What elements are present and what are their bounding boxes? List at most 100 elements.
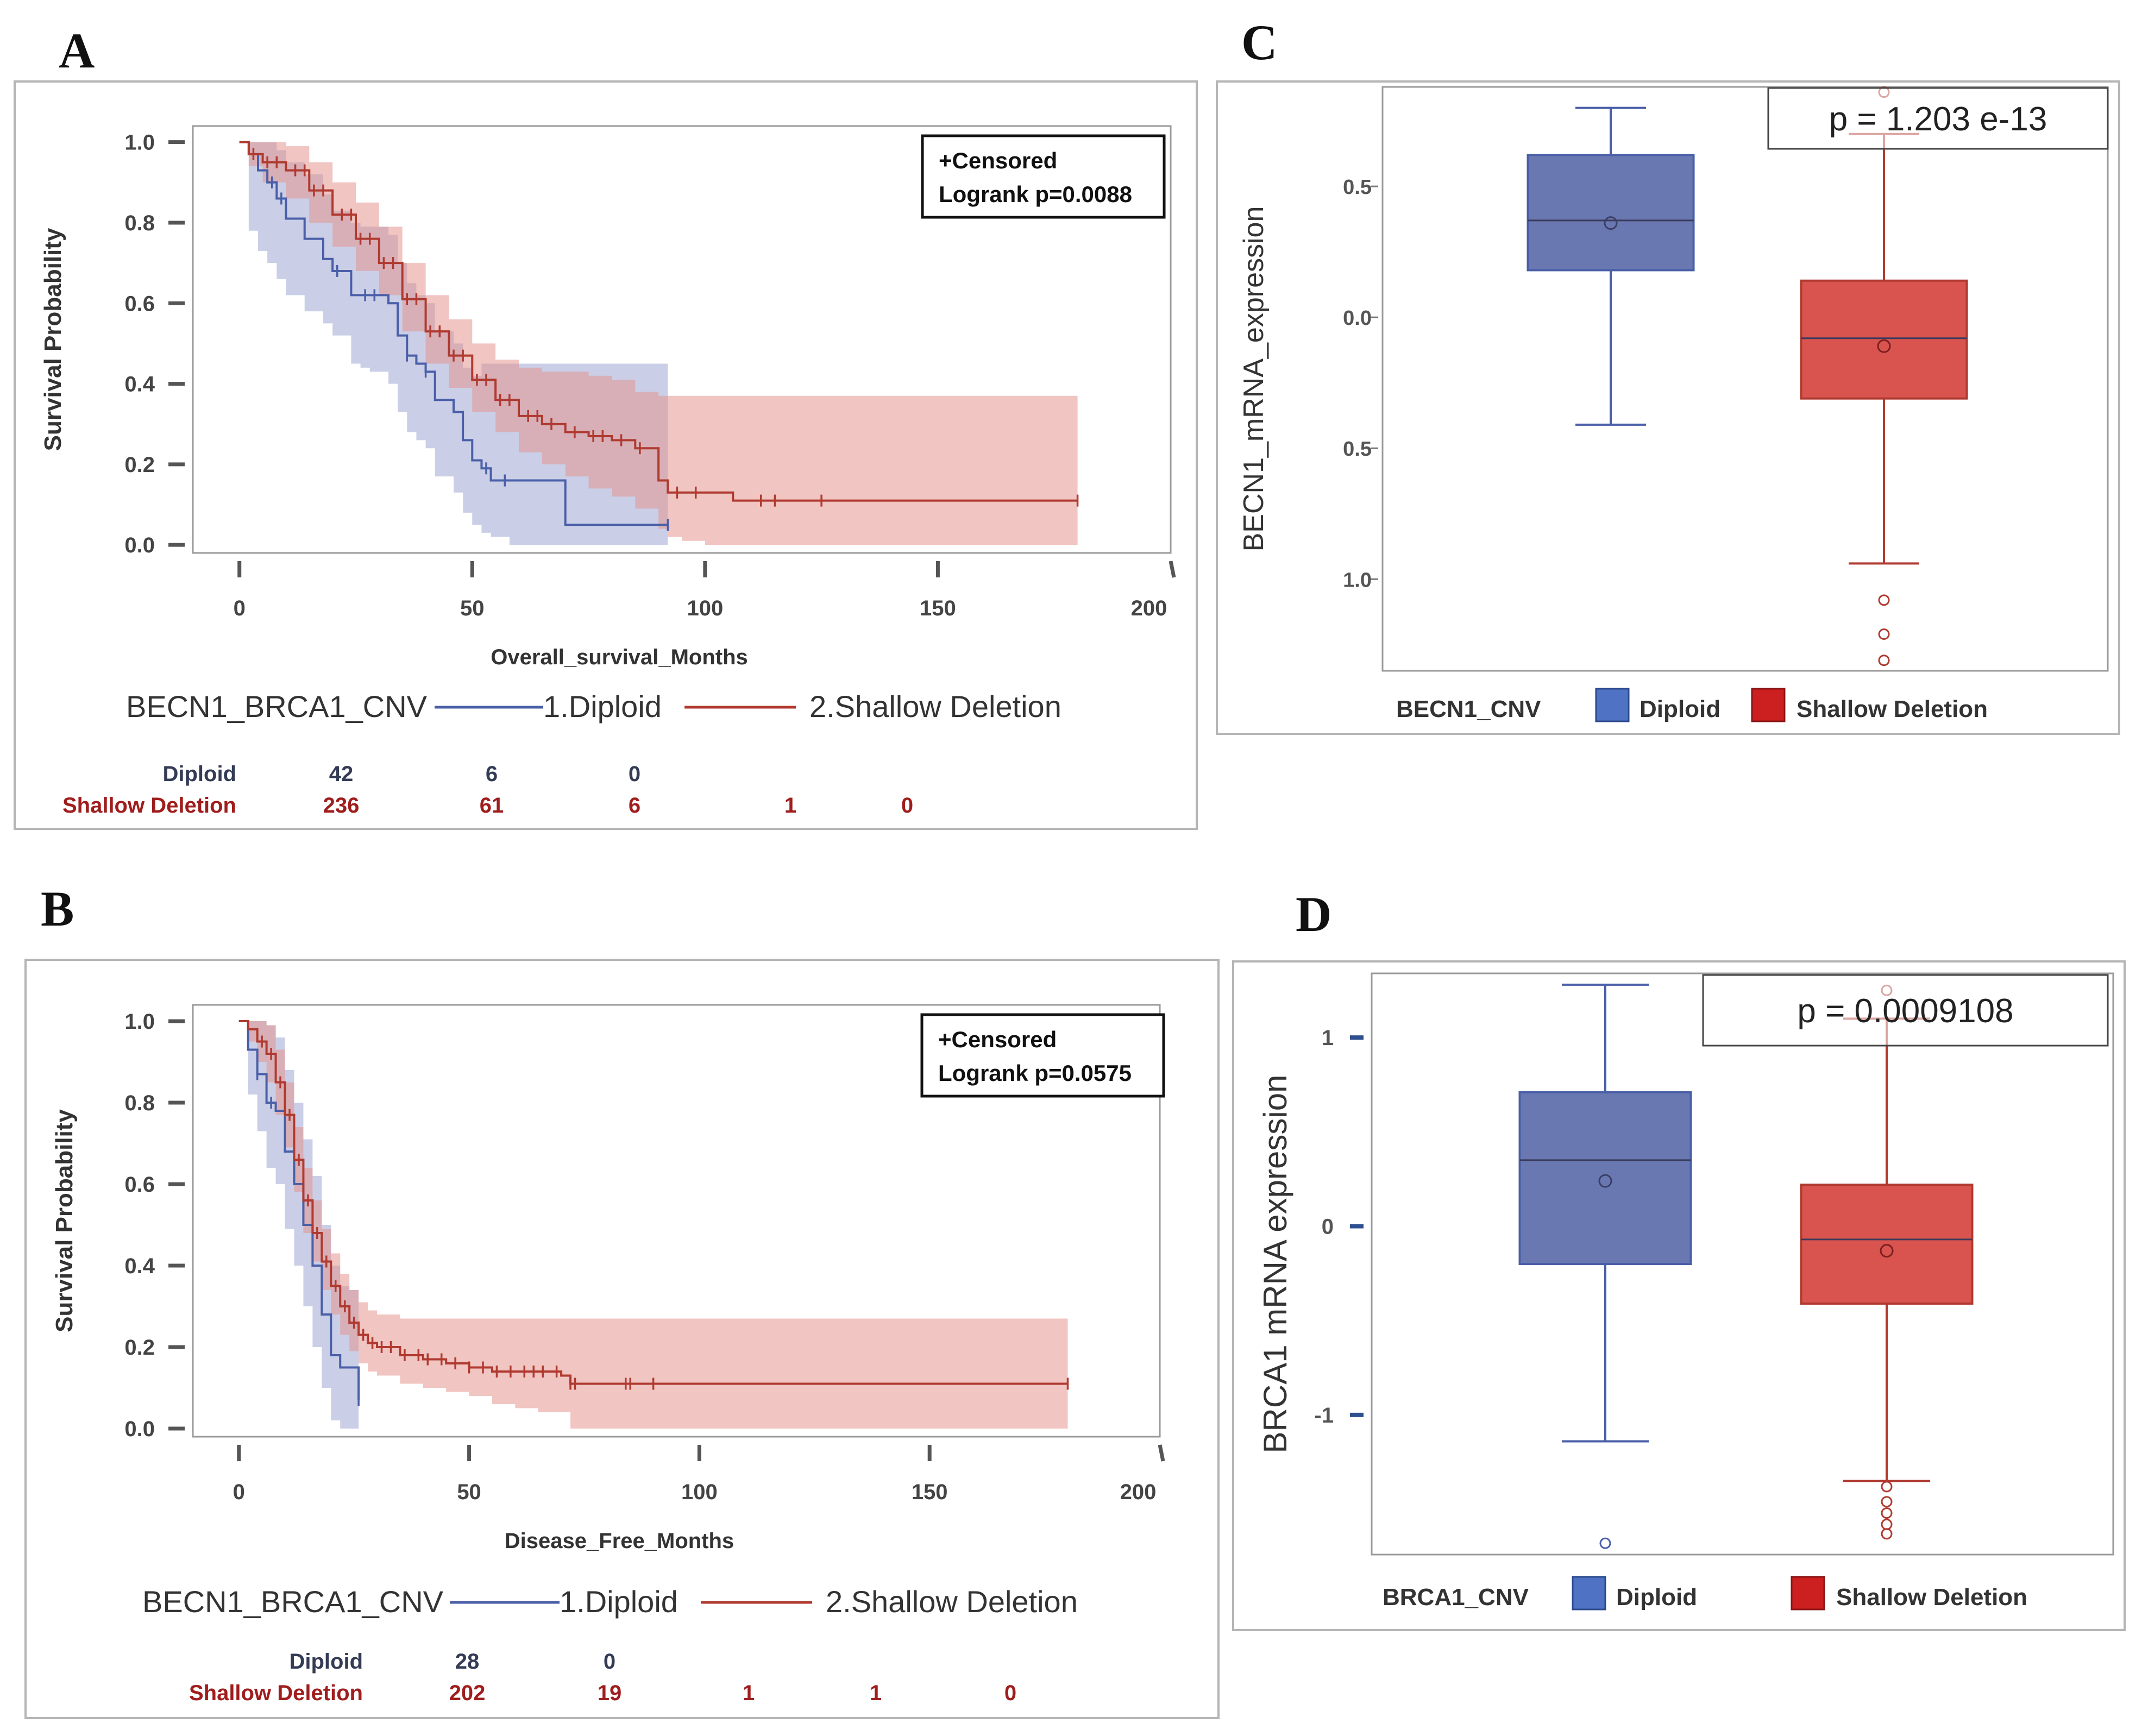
risk-count: 0 <box>1004 1681 1016 1705</box>
risk-count: 61 <box>480 794 504 817</box>
logrank-box <box>920 1013 1165 1098</box>
censored-label: +Censored <box>939 148 1057 173</box>
x-tick-label: 50 <box>457 1480 481 1504</box>
box-shallow-deletion <box>1800 86 1968 666</box>
plot-area <box>1381 86 2109 672</box>
panel-letter-a: A <box>59 23 95 78</box>
km-chart-A: 0.00.20.40.60.81.00 50 100 150 200Overall_su… <box>40 125 1176 817</box>
outlier-point <box>1878 628 1890 640</box>
legend-title: BECN1_BRCA1_CNV <box>126 689 428 724</box>
logrank-box <box>921 134 1166 219</box>
x-tick <box>1158 1444 1165 1462</box>
risk-count: 202 <box>449 1681 486 1705</box>
outlier-point <box>1881 1496 1893 1508</box>
box-diploid <box>1527 106 1695 426</box>
confidence-band-diploid <box>238 1021 359 1429</box>
survival-curve-diploid <box>238 1020 360 1400</box>
outlier-point <box>1881 1528 1893 1540</box>
box-chart-D: 1 0 -1 BRCA1 mRNA expression p = 0.0009108 BR… <box>1257 972 2114 1611</box>
risk-count: 28 <box>455 1650 480 1674</box>
confidence-band-shallow-deletion <box>239 142 1078 545</box>
survival-curve-shallow-deletion <box>239 141 1078 502</box>
legend-label-diploid: 1.Diploid <box>543 689 662 724</box>
legend-title: BECN1_CNV <box>1396 696 1541 722</box>
y-tick-label: 1.0 <box>124 1010 155 1034</box>
legend-title: BRCA1_CNV <box>1383 1584 1529 1611</box>
legend-label-diploid: Diploid <box>1616 1584 1697 1611</box>
risk-count: 0 <box>604 1650 615 1674</box>
x-tick-label: 200 <box>1120 1480 1157 1504</box>
confidence-band-shallow-deletion <box>238 1021 1068 1429</box>
x-tick-label: 200 <box>1131 596 1167 620</box>
y-tick-label: -1 <box>1314 1404 1334 1427</box>
risk-row-label: Shallow Deletion <box>189 1681 363 1705</box>
p-value-box <box>1702 974 2109 1047</box>
legend-label-diploid: Diploid <box>1640 696 1720 722</box>
plot-area <box>1371 972 2114 1556</box>
risk-count: 1 <box>870 1681 882 1705</box>
logrank-label: Logrank p=0.0575 <box>938 1060 1132 1086</box>
risk-count: 0 <box>901 794 913 817</box>
panel-letter-b: B <box>41 881 74 936</box>
risk-count: 1 <box>784 794 796 817</box>
risk-row-label: Diploid <box>162 762 236 786</box>
legend-label-shallow-deletion: Shallow Deletion <box>1836 1584 2027 1611</box>
outlier-point <box>1881 1481 1893 1493</box>
p-value-label: p = 1.203 e-13 <box>1829 100 2047 138</box>
risk-count: 19 <box>598 1681 622 1705</box>
outlier-point <box>1599 1537 1611 1549</box>
km-chart-B: 0.00.20.40.60.81.00 50 100 150 200Disease_Fr… <box>51 1004 1165 1705</box>
panel-letter-d: D <box>1296 886 1332 942</box>
y-axis-label: BECN1_mRNA_expression <box>1238 206 1270 552</box>
x-tick-label: 150 <box>920 596 956 620</box>
y-tick-label: 0.0 <box>124 1417 155 1441</box>
risk-row-label: Diploid <box>289 1650 363 1674</box>
y-tick-label: 0.0 <box>124 533 155 557</box>
legend-label-shallow-deletion: 2.Shallow Deletion <box>826 1584 1078 1619</box>
legend-label-shallow-deletion: Shallow Deletion <box>1796 696 1988 722</box>
p-value-label: p = 0.0009108 <box>1797 992 2013 1030</box>
outlier-point <box>1881 1507 1893 1519</box>
x-tick-label: 100 <box>687 596 723 620</box>
box-shallow-deletion <box>1800 984 1974 1540</box>
y-tick-label: 0.8 <box>124 211 155 235</box>
y-tick-label: 0.8 <box>124 1091 155 1115</box>
mean-marker <box>1604 216 1618 230</box>
y-tick-label: 0.2 <box>124 1336 155 1360</box>
risk-row-label: Shallow Deletion <box>62 794 236 817</box>
y-tick-label: 0.4 <box>124 373 155 397</box>
y-axis-label: Survival Probability <box>51 1109 78 1332</box>
box-chart-C: 0.5 0.0 0.5 1.0 BECN1_mRNA_expression p = 1.2… <box>1238 86 2109 722</box>
risk-count: 0 <box>629 762 640 786</box>
legend-swatch-diploid <box>1595 688 1630 722</box>
y-tick-label: 0.6 <box>124 1173 155 1197</box>
risk-count: 6 <box>486 762 498 786</box>
legend-label-shallow-deletion: 2.Shallow Deletion <box>809 689 1061 724</box>
y-tick-label: 0.2 <box>124 453 155 477</box>
risk-count: 6 <box>629 794 640 817</box>
y-tick-label: 0 <box>1322 1215 1334 1239</box>
p-value-box <box>1767 87 2109 150</box>
mean-marker <box>1877 339 1891 353</box>
y-tick-label: 0.0 <box>1343 307 1372 330</box>
panel-letter-c: C <box>1241 15 1278 70</box>
y-tick-label: 0.5 <box>1343 176 1372 199</box>
x-tick <box>1169 561 1176 578</box>
y-tick-label: 0.6 <box>124 292 155 316</box>
outlier-point <box>1878 594 1890 606</box>
y-tick-label: 1.0 <box>124 131 155 155</box>
y-tick-label: 1 <box>1322 1026 1334 1050</box>
y-axis-label: BRCA1 mRNA expression <box>1257 1075 1293 1454</box>
iqr-box <box>1527 154 1695 272</box>
box-diploid <box>1518 983 1692 1549</box>
legend-title: BECN1_BRCA1_CNV <box>142 1584 444 1619</box>
legend-swatch-shallow-deletion <box>1791 1576 1825 1611</box>
legend-swatch-diploid <box>1572 1576 1606 1611</box>
y-tick-label: 0.4 <box>124 1254 155 1278</box>
x-axis-label: Disease_Free_Months <box>505 1529 734 1553</box>
x-tick-label: 150 <box>912 1480 948 1504</box>
outlier-point <box>1878 655 1890 666</box>
x-axis-label: Overall_survival_Months <box>491 645 748 669</box>
mean-marker <box>1598 1174 1612 1188</box>
y-tick-label: 1.0 <box>1343 569 1372 592</box>
